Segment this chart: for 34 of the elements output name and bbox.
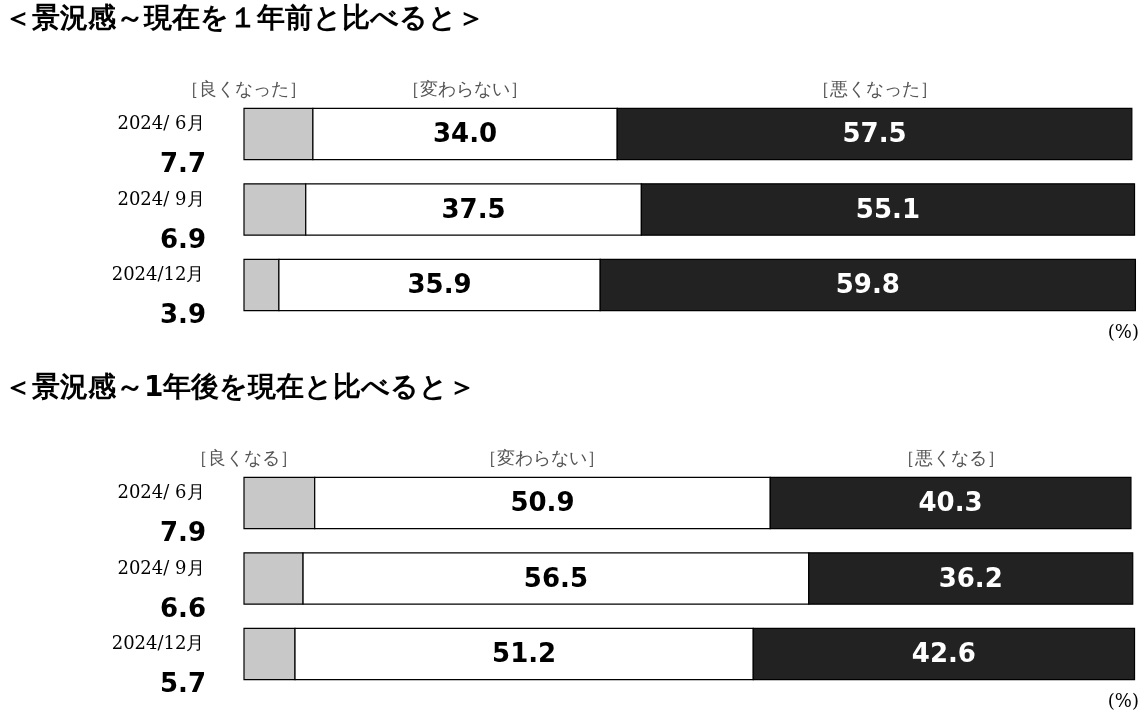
- data-label: 7.7: [159, 148, 206, 178]
- data-label: 51.2: [492, 638, 557, 668]
- text: (%): [1107, 690, 1139, 711]
- data-label: 5.7: [159, 668, 206, 698]
- series-label: ［良くなった］: [181, 78, 307, 99]
- y-tick-label: 2024/12月: [111, 263, 205, 284]
- data-label: 55.1: [855, 193, 921, 224]
- y-tick-label: 2024/ 6月: [117, 112, 205, 133]
- series-label: ［変わらない］: [402, 78, 529, 99]
- chart-title: ＜景況感～1年後を現在と比べると＞: [4, 370, 477, 403]
- data-label: 36.2: [938, 562, 1003, 593]
- y-tick-label: 2024/ 6月: [117, 481, 205, 502]
- data-label: 34.0: [432, 118, 498, 148]
- series-label: ［悪くなる］: [896, 447, 1005, 468]
- series-label: ［良くなる］: [190, 447, 298, 468]
- data-label: 6.9: [159, 223, 206, 254]
- data-label: 42.6: [911, 638, 976, 668]
- data-label: 40.3: [918, 487, 983, 517]
- data-label: 56.5: [523, 562, 588, 593]
- data-label: 57.5: [842, 118, 907, 148]
- y-tick-label: 2024/ 9月: [117, 556, 205, 578]
- data-label: 59.8: [835, 269, 900, 299]
- data-label: 6.6: [159, 592, 206, 623]
- data-label: 7.9: [159, 517, 206, 547]
- data-label: 35.9: [407, 269, 472, 299]
- y-tick-label: 2024/12月: [111, 632, 205, 653]
- series-label: ［悪くなった］: [811, 78, 938, 99]
- data-label: 3.9: [159, 299, 206, 329]
- data-label: 37.5: [441, 193, 506, 224]
- data-label: 50.9: [510, 487, 575, 517]
- chart-title: ＜景況感～現在を１年前と比べると＞: [4, 1, 485, 34]
- text: (%): [1107, 321, 1139, 342]
- y-tick-label: 2024/ 9月: [117, 187, 205, 209]
- series-label: ［変わらない］: [479, 447, 606, 468]
